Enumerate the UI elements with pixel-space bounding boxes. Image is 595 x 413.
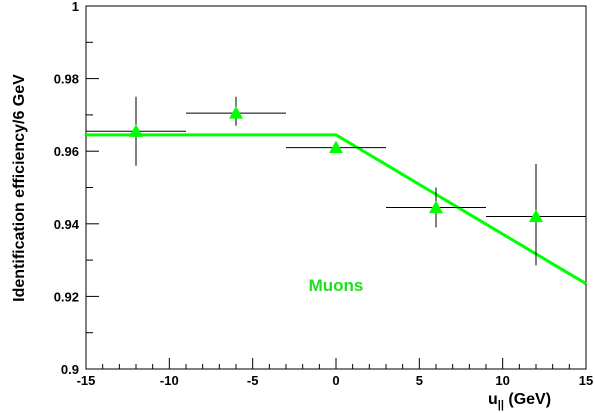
x-axis-title-subscript: ||	[498, 399, 504, 411]
data-point-marker	[329, 140, 343, 154]
axis-tick-labels: -15 -10 -5 0 5 10 15 0.9 0.92 0.94 0.96 0.98 1	[54, 0, 594, 388]
x-axis-title: u|| (GeV)	[488, 391, 551, 411]
data-point-marker	[129, 124, 143, 137]
data-markers	[129, 106, 543, 223]
data-point-marker	[429, 200, 443, 214]
x-axis-title-unit: (GeV)	[504, 391, 551, 408]
x-tick-label: -15	[77, 373, 96, 388]
y-tick-label: 1	[72, 0, 79, 14]
axis-ticks	[85, 5, 587, 370]
y-axis-title: Identification efficiency/6 GeV	[11, 74, 28, 302]
x-tick-label: 0	[332, 373, 339, 388]
y-tick-label: 0.96	[54, 144, 79, 159]
y-tick-label: 0.92	[54, 289, 79, 304]
x-tick-label: 5	[416, 373, 423, 388]
fit-line-group	[86, 133, 587, 285]
fit-line	[86, 133, 587, 285]
data-point-marker	[529, 209, 543, 223]
data-point-marker	[229, 106, 243, 119]
y-tick-label: 0.94	[54, 217, 80, 232]
x-tick-label: -10	[160, 373, 179, 388]
x-tick-label: 15	[579, 373, 593, 388]
y-tick-label: 0.98	[54, 72, 79, 87]
x-axis-title-symbol: u	[488, 391, 498, 408]
plot-frame	[85, 5, 587, 370]
x-tick-label: -5	[247, 373, 259, 388]
muons-annotation: Muons	[309, 276, 364, 295]
y-tick-label: 0.9	[61, 362, 79, 377]
x-tick-label: 10	[495, 373, 509, 388]
